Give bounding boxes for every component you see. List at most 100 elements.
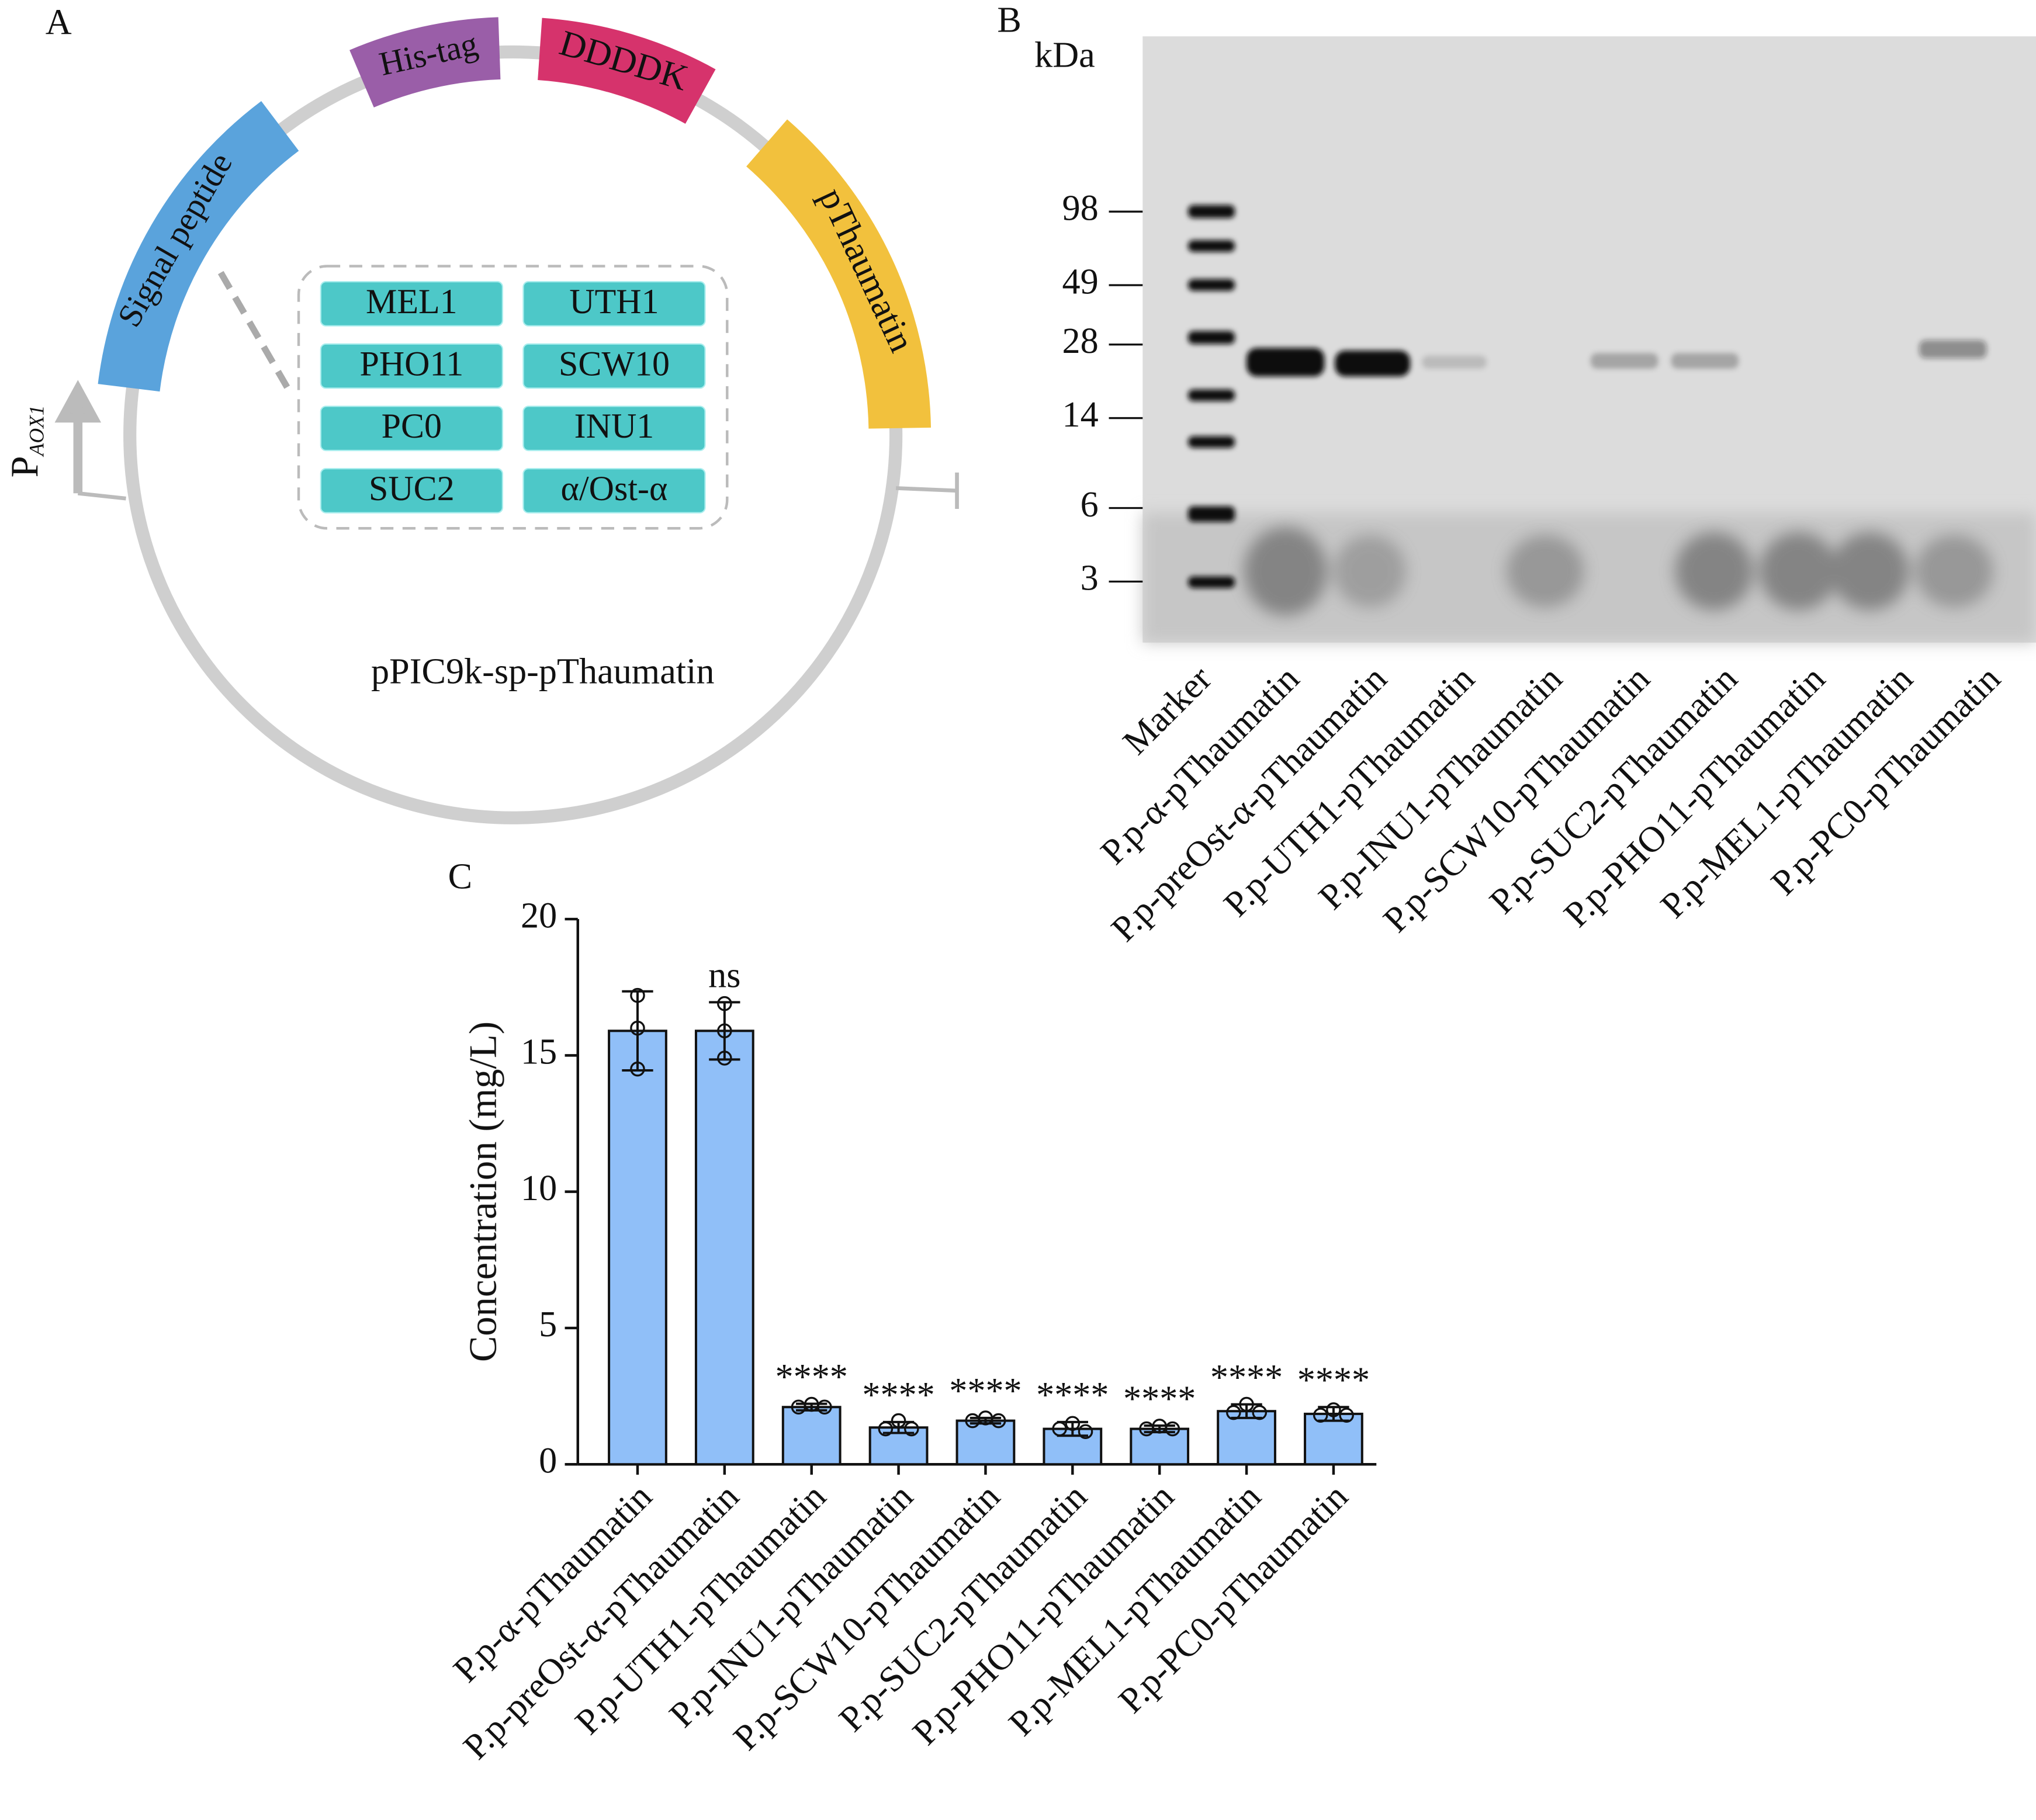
plasmid-map: PAOX1 pPIC9k-sp-pThaumatin: [4, 45, 959, 824]
bar: [694, 1029, 754, 1466]
marker-label: 98: [1062, 188, 1099, 228]
y-tick-label: 0: [539, 1441, 557, 1481]
promoter-arrow: [54, 380, 102, 494]
gel-band: [1246, 348, 1325, 377]
significance: ****: [1210, 1358, 1283, 1398]
ladder-band: [1188, 436, 1235, 448]
data-point: [1313, 1408, 1328, 1423]
y-tick-label: 15: [521, 1032, 557, 1072]
y-tick-label: 20: [521, 896, 557, 935]
data-point: [1239, 1396, 1254, 1412]
y-tick-label: 5: [539, 1305, 557, 1344]
bar: [608, 1029, 667, 1466]
ladder-band: [1188, 389, 1235, 401]
signal-peptide-label: PC0: [382, 407, 442, 445]
y-tick-label: 10: [521, 1169, 557, 1208]
dashed-box: [297, 265, 729, 530]
gel-band: [1590, 353, 1658, 369]
signal-peptide-label: α/Ost-α: [561, 469, 668, 508]
plasmid-segment: [349, 17, 501, 108]
significance: ****: [862, 1375, 934, 1415]
ladder-band: [1188, 331, 1235, 344]
plasmid-name: pPIC9k-sp-pThaumatin: [371, 652, 714, 692]
ladder-band: [1188, 240, 1235, 252]
data-point: [1052, 1421, 1067, 1437]
signal-peptide-box: [320, 343, 504, 389]
signal-peptide-box: [522, 343, 706, 389]
data-point: [1078, 1424, 1093, 1440]
gel-smear: [1506, 535, 1584, 608]
promoter-label: PAOX1: [4, 405, 49, 477]
significance: ns: [708, 956, 740, 996]
data-point: [991, 1413, 1006, 1429]
gel-smear: [1759, 532, 1838, 611]
data-point: [1165, 1421, 1180, 1437]
significance: ****: [1036, 1375, 1109, 1415]
gel-smear: [1244, 527, 1327, 616]
data-point: [1226, 1405, 1241, 1420]
data-point: [891, 1413, 906, 1429]
significance: ****: [949, 1371, 1022, 1411]
signal-peptide-label: SUC2: [369, 469, 455, 508]
gel-band: [1919, 340, 1987, 359]
significance: ****: [1123, 1379, 1196, 1419]
significance: ****: [1297, 1361, 1370, 1400]
data-point: [630, 1020, 645, 1036]
data-point: [630, 987, 645, 1003]
promoter-subscript: AOX1: [25, 405, 49, 457]
y-axis-label: Concentration (mg/L): [462, 1021, 505, 1362]
gel-band: [1422, 355, 1487, 369]
connector: [217, 271, 295, 398]
data-point: [1339, 1408, 1354, 1423]
panel-label: A: [46, 3, 72, 43]
terminator: [895, 472, 959, 509]
signal-peptide-label: INU1: [574, 407, 655, 445]
ladder-band: [1188, 279, 1235, 291]
plasmid-segment: [746, 119, 932, 429]
gel: kDa: [1034, 35, 2036, 643]
error-bar: [622, 990, 653, 1072]
marker-label: 6: [1081, 485, 1099, 525]
signal-peptide-label: MEL1: [366, 282, 458, 321]
marker-label: 49: [1062, 262, 1099, 301]
promoter-line: [77, 491, 126, 501]
data-point: [791, 1399, 806, 1415]
signal-peptide-label: PHO11: [359, 345, 463, 383]
bar: [955, 1419, 1016, 1466]
signal-peptide-box: [320, 405, 504, 452]
data-point: [878, 1421, 894, 1437]
gel-smear: [1915, 535, 1993, 608]
gel-smear: [1675, 532, 1753, 611]
significance: ****: [775, 1357, 848, 1397]
gel-band: [1671, 353, 1739, 369]
data-point: [904, 1421, 919, 1437]
error-bar: [969, 1416, 1002, 1425]
marker-label: 28: [1062, 321, 1099, 361]
bar: [1304, 1412, 1363, 1466]
ladder-band: [1188, 205, 1235, 219]
error-bar: [709, 1001, 740, 1061]
bar: [1130, 1427, 1190, 1466]
data-point: [1139, 1421, 1154, 1437]
promoter-label: P: [4, 456, 46, 477]
data-point: [717, 996, 732, 1011]
signal-peptide-box: [320, 281, 504, 327]
ladder-band: [1188, 576, 1235, 588]
panel-label: C: [448, 857, 473, 897]
signal-peptide-label: UTH1: [569, 282, 659, 321]
gel-band: [1335, 350, 1411, 377]
signal-peptide-label: SCW10: [559, 345, 670, 383]
panel-label: B: [997, 0, 1022, 40]
signal-peptide-box: [522, 281, 706, 327]
signal-peptide-box: [320, 467, 504, 514]
gel-smear: [1830, 532, 1909, 611]
data-point: [717, 1023, 732, 1039]
data-point: [1326, 1402, 1341, 1417]
data-point: [1065, 1416, 1081, 1431]
data-point: [965, 1413, 981, 1429]
data-point: [1252, 1405, 1268, 1420]
plasmid-segment: [98, 100, 299, 392]
plasmid-ring: [123, 45, 903, 824]
data-point: [717, 1051, 732, 1066]
